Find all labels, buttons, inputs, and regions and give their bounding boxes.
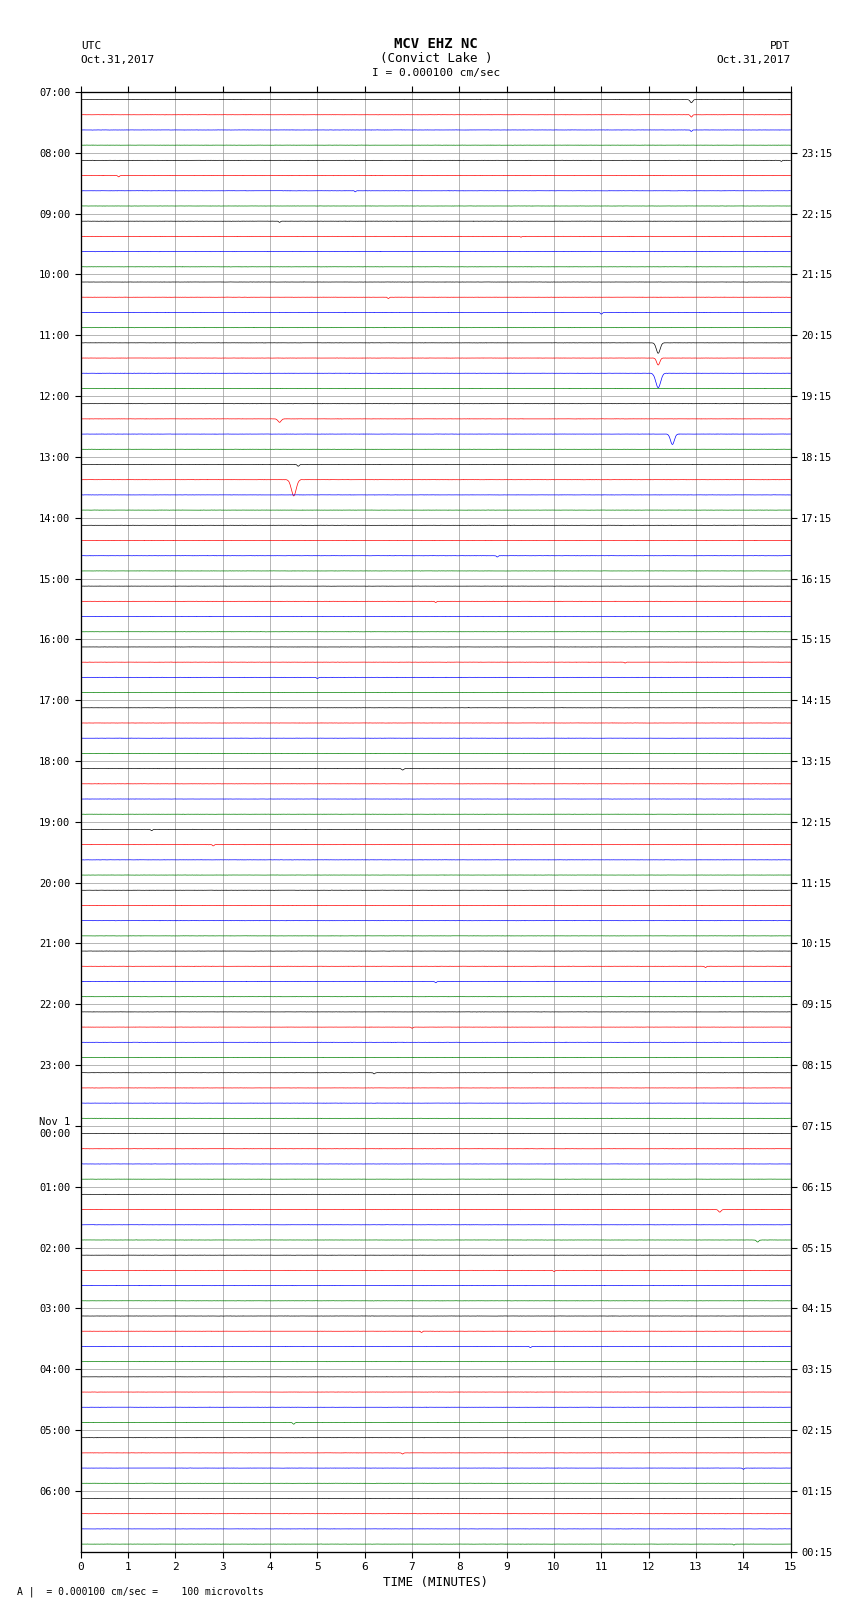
Text: MCV EHZ NC: MCV EHZ NC — [394, 37, 478, 50]
Text: UTC: UTC — [81, 40, 101, 50]
Text: A |  = 0.000100 cm/sec =    100 microvolts: A | = 0.000100 cm/sec = 100 microvolts — [17, 1586, 264, 1597]
Text: Oct.31,2017: Oct.31,2017 — [81, 55, 155, 65]
Text: I = 0.000100 cm/sec: I = 0.000100 cm/sec — [372, 68, 500, 77]
Text: (Convict Lake ): (Convict Lake ) — [380, 52, 492, 65]
Text: Oct.31,2017: Oct.31,2017 — [717, 55, 790, 65]
Text: PDT: PDT — [770, 40, 790, 50]
X-axis label: TIME (MINUTES): TIME (MINUTES) — [383, 1576, 488, 1589]
